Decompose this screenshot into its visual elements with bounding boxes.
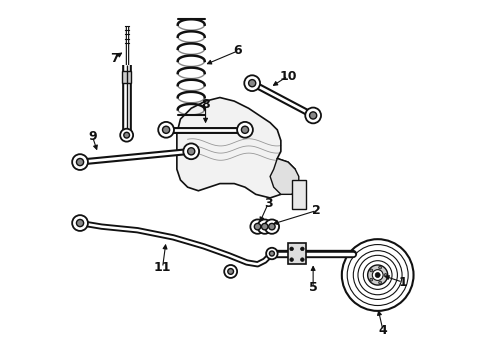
- Circle shape: [72, 154, 88, 170]
- Circle shape: [262, 224, 268, 230]
- Text: 5: 5: [309, 281, 318, 294]
- Polygon shape: [270, 158, 299, 194]
- Circle shape: [120, 129, 133, 141]
- FancyBboxPatch shape: [288, 243, 306, 264]
- Circle shape: [290, 258, 294, 261]
- Polygon shape: [177, 98, 295, 198]
- Circle shape: [372, 270, 383, 280]
- Circle shape: [124, 132, 129, 138]
- Circle shape: [76, 220, 84, 226]
- Circle shape: [368, 265, 388, 285]
- Circle shape: [163, 126, 170, 134]
- Circle shape: [254, 224, 261, 230]
- Circle shape: [237, 122, 253, 138]
- Circle shape: [379, 266, 382, 269]
- Text: 7: 7: [110, 51, 119, 64]
- Circle shape: [300, 247, 304, 251]
- Circle shape: [375, 273, 380, 278]
- Circle shape: [370, 269, 373, 272]
- Circle shape: [358, 255, 397, 295]
- Text: 8: 8: [201, 98, 210, 111]
- Circle shape: [248, 80, 256, 87]
- Text: 10: 10: [279, 69, 297, 82]
- Circle shape: [370, 278, 373, 281]
- Circle shape: [183, 143, 199, 159]
- Circle shape: [242, 126, 248, 134]
- Text: 4: 4: [379, 324, 388, 337]
- Circle shape: [76, 158, 84, 166]
- Circle shape: [158, 122, 174, 138]
- Text: 9: 9: [88, 130, 97, 144]
- Circle shape: [305, 108, 321, 123]
- FancyBboxPatch shape: [122, 71, 131, 83]
- Text: 3: 3: [264, 197, 272, 210]
- Text: 1: 1: [398, 276, 407, 289]
- Circle shape: [269, 224, 275, 230]
- Circle shape: [353, 251, 402, 300]
- Circle shape: [245, 75, 260, 91]
- Text: 6: 6: [234, 44, 242, 57]
- Circle shape: [384, 274, 387, 276]
- Circle shape: [300, 258, 304, 261]
- Circle shape: [224, 265, 237, 278]
- Circle shape: [310, 112, 317, 119]
- Circle shape: [270, 251, 274, 256]
- Circle shape: [379, 281, 382, 284]
- Circle shape: [342, 239, 414, 311]
- Circle shape: [266, 248, 278, 259]
- Circle shape: [364, 261, 392, 289]
- Text: 11: 11: [154, 261, 172, 274]
- Text: 2: 2: [312, 204, 321, 217]
- Polygon shape: [292, 180, 306, 209]
- Circle shape: [228, 269, 234, 274]
- Circle shape: [250, 220, 265, 234]
- Circle shape: [188, 148, 195, 155]
- Circle shape: [72, 215, 88, 231]
- Circle shape: [347, 244, 408, 306]
- Circle shape: [290, 247, 294, 251]
- Circle shape: [265, 220, 279, 234]
- Circle shape: [258, 220, 272, 234]
